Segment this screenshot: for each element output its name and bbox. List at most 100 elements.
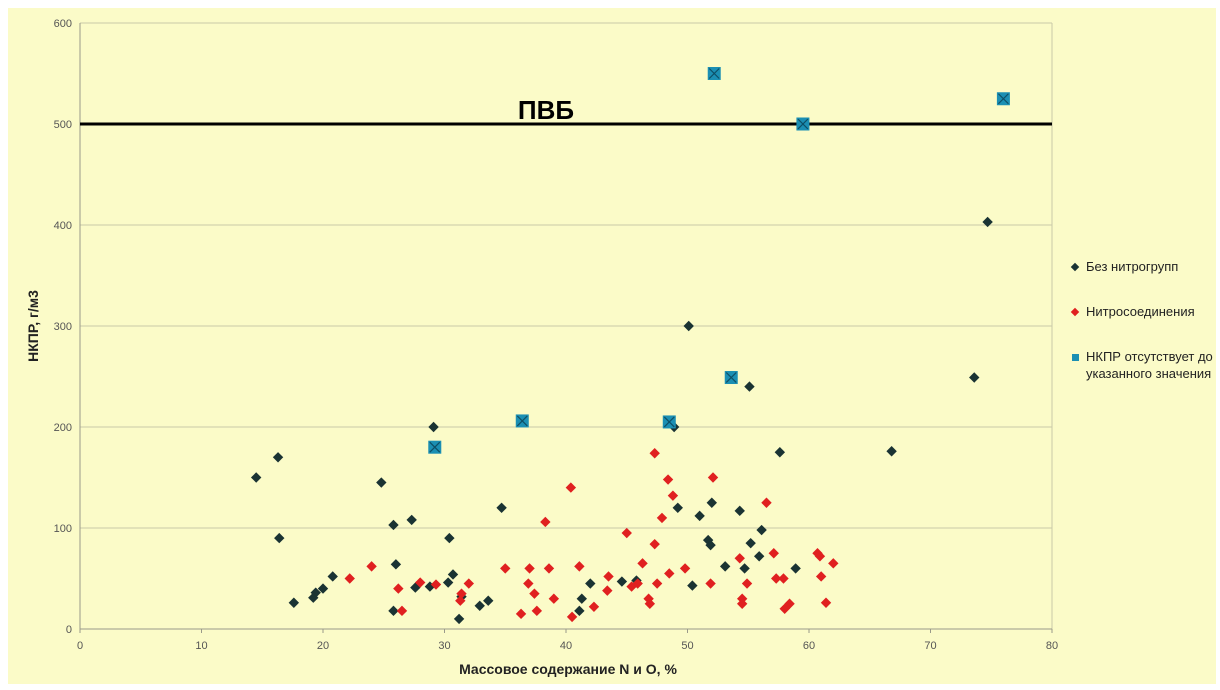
data-point-nitro bbox=[344, 573, 355, 584]
y-tick-label: 500 bbox=[54, 119, 72, 131]
data-point-nitro bbox=[574, 561, 585, 572]
data-point-no-nitro bbox=[388, 605, 399, 617]
data-point-nitro bbox=[649, 448, 660, 459]
x-tick-label: 60 bbox=[803, 640, 815, 652]
y-tick-label: 0 bbox=[66, 624, 72, 636]
data-point-absent bbox=[515, 414, 529, 428]
data-point-nitro bbox=[656, 512, 668, 524]
data-point-nitro bbox=[523, 578, 534, 589]
data-point-nitro bbox=[588, 601, 600, 612]
axes: 0 100 200 300 400 500 600 0 10 20 30 40 50 60 70 80 bbox=[54, 18, 1058, 652]
data-point-nitro bbox=[707, 472, 719, 483]
data-point-nitro bbox=[500, 563, 511, 574]
y-tick-label: 100 bbox=[54, 523, 72, 535]
legend: Без нитрогрупп Нитросоединения НКПР отсу… bbox=[1068, 258, 1218, 410]
data-point-nitro bbox=[529, 588, 540, 599]
data-point-nitro bbox=[651, 578, 663, 589]
data-point-nitro bbox=[602, 585, 613, 596]
y-tick-label: 200 bbox=[54, 422, 72, 434]
data-point-absent bbox=[996, 92, 1010, 106]
pvb-label: ПВБ bbox=[518, 95, 574, 125]
data-point-nitro bbox=[565, 482, 577, 493]
legend-label: НКПР отсутствует до указанного значения bbox=[1086, 349, 1213, 381]
data-point-no-nitro bbox=[288, 597, 300, 608]
data-point-nitro bbox=[820, 597, 832, 608]
legend-diamond-icon bbox=[1068, 260, 1082, 274]
data-point-no-nitro bbox=[756, 524, 767, 536]
data-point-nitro bbox=[621, 527, 632, 539]
data-point-nitro bbox=[366, 561, 377, 572]
data-point-no-nitro bbox=[376, 477, 387, 488]
data-point-nitro bbox=[778, 573, 789, 584]
y-tick-label: 300 bbox=[54, 321, 72, 333]
data-points bbox=[250, 67, 1010, 625]
legend-label: Нитросоединения bbox=[1086, 304, 1195, 319]
data-point-nitro bbox=[548, 593, 560, 604]
data-point-no-nitro bbox=[388, 519, 399, 531]
data-point-nitro bbox=[455, 595, 466, 606]
data-point-nitro bbox=[784, 598, 795, 609]
data-point-absent bbox=[796, 117, 810, 131]
data-point-nitro bbox=[761, 497, 772, 508]
data-point-no-nitro bbox=[428, 421, 439, 433]
x-tick-label: 0 bbox=[77, 640, 83, 652]
reference-line-group: ПВБ bbox=[80, 95, 1052, 126]
data-point-nitro bbox=[679, 563, 691, 574]
data-point-nitro bbox=[566, 611, 578, 623]
data-point-nitro bbox=[415, 577, 426, 588]
data-point-nitro bbox=[393, 583, 404, 594]
data-point-nitro bbox=[540, 516, 551, 528]
data-point-no-nitro bbox=[327, 571, 338, 582]
data-point-no-nitro bbox=[442, 577, 454, 588]
x-tick-label: 20 bbox=[317, 640, 329, 652]
data-point-no-nitro bbox=[753, 551, 765, 562]
data-point-absent bbox=[724, 371, 738, 385]
data-point-nitro bbox=[515, 608, 527, 620]
data-point-nitro bbox=[644, 598, 656, 609]
data-point-no-nitro bbox=[706, 497, 717, 508]
x-tick-label: 30 bbox=[438, 640, 450, 652]
data-point-no-nitro bbox=[317, 583, 329, 594]
data-point-no-nitro bbox=[444, 532, 455, 544]
data-point-no-nitro bbox=[424, 581, 436, 592]
data-point-no-nitro bbox=[683, 320, 694, 332]
data-point-no-nitro bbox=[734, 505, 745, 517]
data-point-no-nitro bbox=[745, 537, 756, 549]
data-point-nitro bbox=[814, 551, 826, 562]
data-point-no-nitro bbox=[574, 605, 585, 617]
data-point-nitro bbox=[741, 578, 753, 589]
data-point-nitro bbox=[456, 588, 467, 599]
data-point-no-nitro bbox=[719, 561, 731, 572]
x-tick-label: 40 bbox=[560, 640, 572, 652]
x-tick-label: 50 bbox=[681, 640, 693, 652]
chart-area: 0 100 200 300 400 500 600 0 10 20 30 40 50 60 70 80 ПВБ… bbox=[8, 8, 1216, 684]
data-point-nitro bbox=[664, 568, 675, 579]
data-point-nitro bbox=[524, 563, 535, 574]
data-point-no-nitro bbox=[406, 514, 417, 526]
y-axis-title: НКПР, г/м3 bbox=[25, 290, 41, 362]
x-tick-label: 70 bbox=[924, 640, 936, 652]
data-point-no-nitro bbox=[739, 563, 750, 574]
data-point-no-nitro bbox=[744, 381, 755, 392]
data-point-nitro bbox=[430, 579, 442, 590]
legend-item-nitro: Нитросоединения bbox=[1068, 303, 1218, 320]
data-point-no-nitro bbox=[474, 600, 485, 611]
data-point-no-nitro bbox=[672, 502, 683, 513]
data-point-no-nitro bbox=[453, 613, 465, 625]
data-point-nitro bbox=[662, 474, 674, 485]
legend-item-absent: НКПР отсутствует до указанного значения bbox=[1068, 348, 1218, 382]
data-point-nitro bbox=[734, 553, 745, 564]
data-point-no-nitro bbox=[790, 563, 801, 574]
data-point-nitro bbox=[770, 573, 782, 584]
data-point-no-nitro bbox=[483, 595, 494, 606]
data-point-nitro bbox=[768, 548, 779, 559]
data-point-no-nitro bbox=[410, 582, 421, 593]
data-point-no-nitro bbox=[774, 447, 786, 458]
data-point-nitro bbox=[779, 603, 790, 614]
data-point-no-nitro bbox=[687, 580, 698, 591]
data-point-nitro bbox=[531, 605, 543, 617]
data-point-no-nitro bbox=[969, 372, 980, 383]
data-point-no-nitro bbox=[585, 578, 596, 589]
data-point-absent bbox=[707, 67, 721, 80]
data-point-no-nitro bbox=[447, 569, 459, 580]
